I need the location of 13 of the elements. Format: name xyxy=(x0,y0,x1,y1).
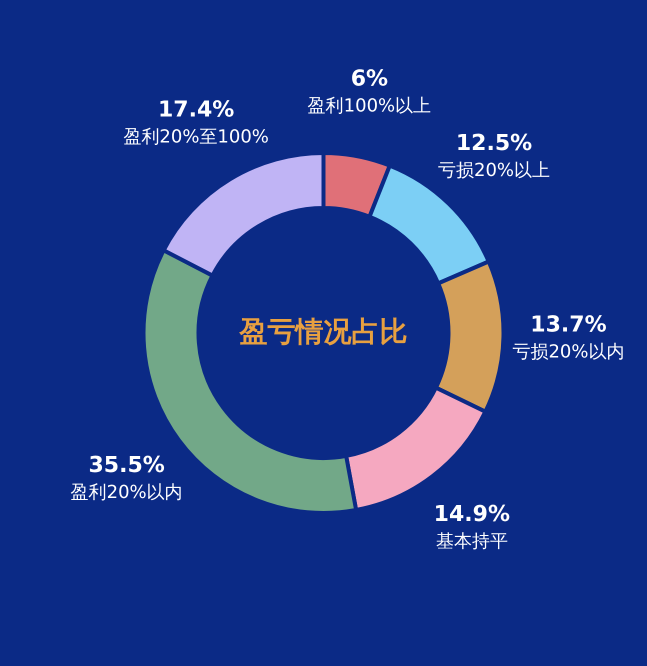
data-label: 35.5% xyxy=(88,452,165,478)
slice-label: 亏损20%以内 xyxy=(512,341,624,362)
data-label: 13.7% xyxy=(530,312,607,338)
data-label: 6% xyxy=(350,66,388,92)
slice-label: 基本持平 xyxy=(436,530,508,552)
slice-label: 盈利20%以内 xyxy=(70,482,183,503)
data-label: 14.9% xyxy=(434,502,510,527)
slice-label: 盈利100%以上 xyxy=(308,95,432,116)
data-label: 17.4% xyxy=(158,98,234,123)
text: 盈亏情况占比 xyxy=(238,315,408,348)
data-label: 12.5% xyxy=(456,131,532,156)
slice-label: 盈利20%至100% xyxy=(123,126,269,148)
slice-label: 亏损20%以上 xyxy=(438,160,550,182)
